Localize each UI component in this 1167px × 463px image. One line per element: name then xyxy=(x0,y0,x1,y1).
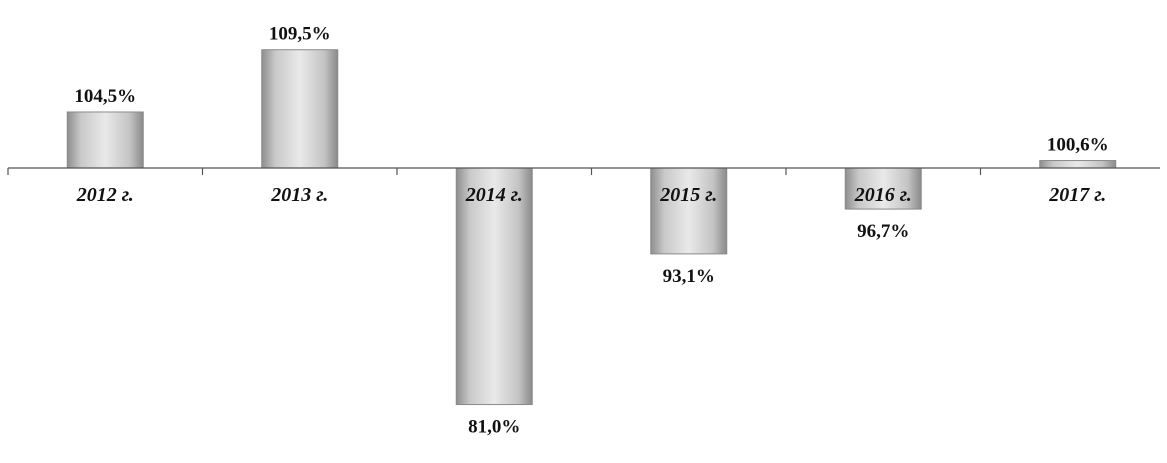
category-label-5: 2016 г. xyxy=(854,184,912,206)
x-axis-ticks xyxy=(7,168,982,175)
value-label-6: 100,6% xyxy=(1047,135,1109,156)
bars-layer xyxy=(66,49,1117,406)
bar-4 xyxy=(650,167,728,255)
category-label-1: 2012 г. xyxy=(76,184,134,206)
labels-layer: 104,5% 2012 г. 109,5% 2013 г. 81,0% 2014 г. 93… xyxy=(74,24,1108,438)
value-label-2: 109,5% xyxy=(269,24,331,45)
bar-3 xyxy=(455,167,533,406)
bar-2 xyxy=(261,49,339,169)
value-label-3: 81,0% xyxy=(468,417,520,438)
category-label-2: 2013 г. xyxy=(270,184,328,206)
bar-6 xyxy=(1039,160,1117,169)
category-label-4: 2015 г. xyxy=(659,184,717,206)
value-label-5: 96,7% xyxy=(857,221,909,242)
value-label-4: 93,1% xyxy=(663,266,715,287)
bar-1 xyxy=(66,111,144,169)
category-label-3: 2014 г. xyxy=(465,184,523,206)
category-label-6: 2017 г. xyxy=(1048,184,1106,206)
bar-5 xyxy=(844,167,922,210)
value-label-1: 104,5% xyxy=(74,86,136,107)
